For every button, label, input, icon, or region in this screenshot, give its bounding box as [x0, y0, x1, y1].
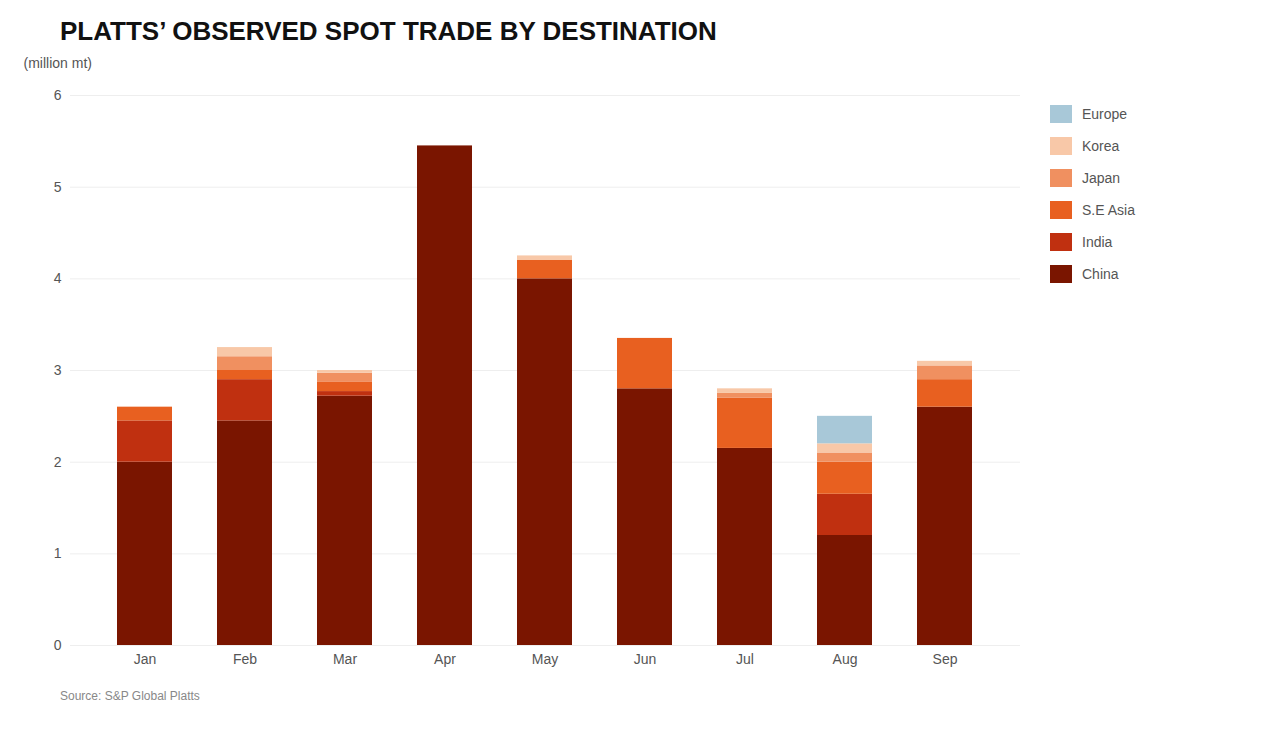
svg-text:Sep: Sep: [933, 651, 958, 667]
svg-text:(million mt): (million mt): [24, 55, 92, 71]
html-text:PLATTS’ OBSERVED SPOT TRADE BY: PLATTS’ OBSERVED SPOT TRADE BY DESTINATI…: [60, 16, 717, 46]
html-text:Japan: Japan: [1082, 170, 1121, 186]
svg-text:Jan: Jan: [134, 651, 157, 667]
html-text:India: India: [1082, 234, 1113, 250]
svg-text:Apr: Apr: [434, 651, 456, 667]
svg-text:2: 2: [54, 454, 62, 470]
svg-text:0: 0: [54, 637, 62, 653]
html-text:Europe: Europe: [1082, 106, 1128, 122]
svg-text:6: 6: [54, 87, 62, 103]
svg-text:3: 3: [54, 362, 62, 378]
html-text:China: China: [1082, 266, 1119, 282]
svg-text:4: 4: [54, 270, 62, 286]
html-text:S.E Asia: S.E Asia: [1082, 202, 1135, 218]
svg-text:Feb: Feb: [233, 651, 257, 667]
svg-text:Aug: Aug: [833, 651, 858, 667]
svg-text:Mar: Mar: [333, 651, 357, 667]
svg-text:May: May: [532, 651, 558, 667]
html-text:Korea: Korea: [1082, 138, 1120, 154]
html-text:Source: S&P Global Platts: Source: S&P Global Platts: [60, 689, 200, 703]
svg-text:Jun: Jun: [634, 651, 657, 667]
svg-text:1: 1: [54, 545, 62, 561]
svg-text:5: 5: [54, 179, 62, 195]
svg-text:Jul: Jul: [736, 651, 754, 667]
